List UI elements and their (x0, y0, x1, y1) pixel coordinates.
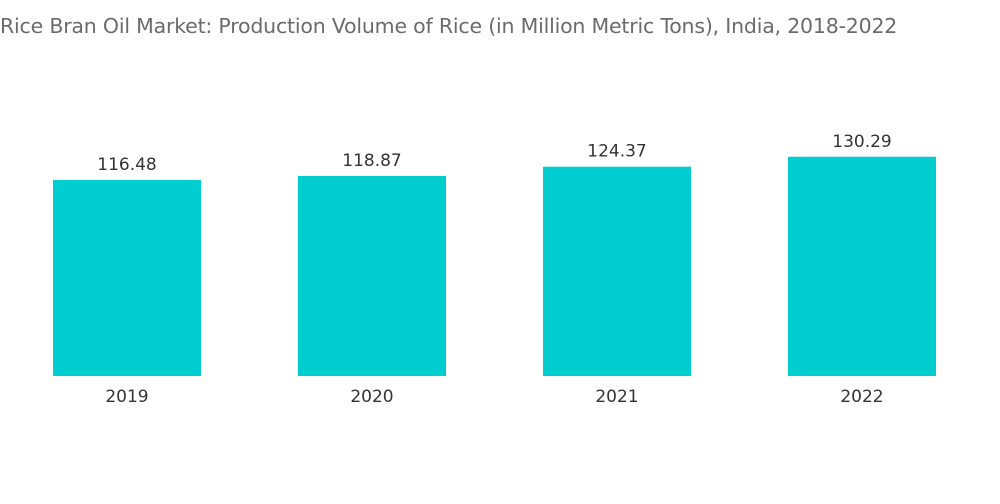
bar-2020 (298, 175, 446, 376)
bar-2022 (788, 156, 936, 376)
chart-title: Rice Bran Oil Market: Production Volume … (0, 14, 898, 38)
data-label-2021: 124.37 (587, 142, 646, 162)
x-tick-label-2020: 2020 (350, 387, 393, 407)
x-tick-label-2021: 2021 (595, 387, 638, 407)
data-label-2020: 118.87 (342, 151, 401, 171)
data-label-2022: 130.29 (832, 132, 891, 152)
x-tick-label-2022: 2022 (840, 387, 883, 407)
bar-2019 (53, 180, 201, 376)
data-label-2019: 116.48 (97, 155, 156, 175)
x-tick-label-2019: 2019 (105, 387, 148, 407)
bar-2021 (543, 166, 691, 376)
